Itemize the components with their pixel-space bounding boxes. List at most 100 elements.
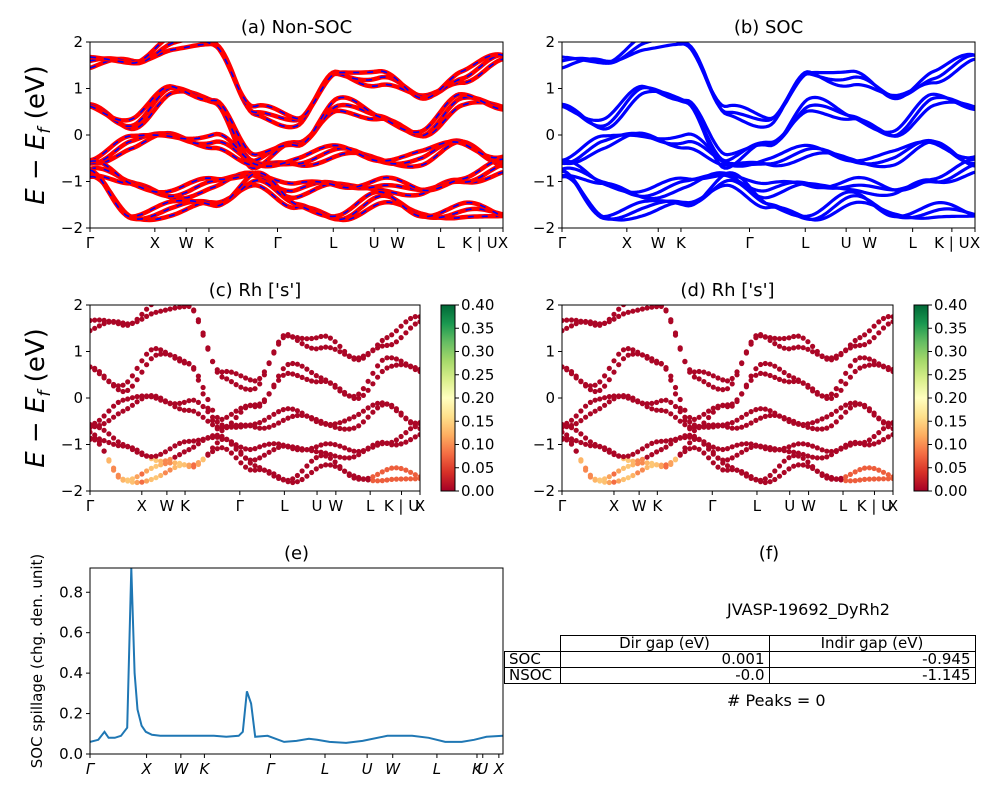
projection-point: [663, 444, 669, 450]
projection-point: [668, 437, 674, 443]
projection-point: [148, 394, 154, 400]
projection-point: [214, 446, 220, 452]
projection-point: [635, 449, 641, 455]
projection-point: [739, 391, 745, 397]
x-tick-label: L: [321, 760, 329, 778]
projection-point: [417, 426, 420, 432]
projection-point: [701, 411, 707, 417]
x-tick-label: L: [839, 497, 848, 515]
projection-point: [776, 366, 783, 372]
projection-point: [677, 409, 683, 415]
projection-point: [583, 467, 589, 473]
projection-point: [843, 347, 849, 353]
projection-point: [724, 421, 731, 427]
projection-point: [838, 475, 844, 481]
projection-point: [219, 445, 225, 451]
projection-point: [191, 444, 197, 450]
projection-point: [172, 401, 178, 407]
projection-point: [342, 391, 348, 397]
projection-point: [781, 458, 787, 464]
projection-point: [583, 435, 589, 441]
projection-point: [309, 335, 315, 342]
projection-point: [587, 443, 594, 449]
projection-point: [158, 397, 164, 403]
projection-point: [412, 422, 418, 429]
projection-point: [158, 462, 164, 468]
projection-point: [885, 434, 891, 440]
projection-point: [649, 406, 655, 412]
projection-point: [606, 316, 612, 322]
projection-point: [696, 368, 702, 375]
band-line: [562, 84, 975, 157]
projection-point: [360, 448, 366, 454]
projection-point: [838, 414, 844, 420]
projection-point: [243, 455, 249, 461]
projection-point: [781, 369, 787, 376]
projection-point: [767, 361, 773, 367]
projection-point: [748, 409, 754, 415]
projection-point: [625, 346, 631, 352]
panel-title-f: (f): [759, 543, 779, 564]
projection-point: [611, 479, 617, 485]
projection-point: [398, 465, 404, 472]
projection-point: [318, 345, 324, 351]
projection-point: [597, 387, 603, 393]
projection-point: [734, 398, 740, 405]
projection-point: [828, 448, 835, 455]
projection-point: [342, 348, 348, 355]
projection-point: [620, 394, 627, 400]
projection-point: [791, 463, 797, 469]
projection-point: [177, 460, 183, 466]
projection-point: [786, 346, 792, 352]
colorbar-tick-label: 0.00: [934, 482, 967, 500]
projection-point: [828, 476, 835, 482]
projection-point: [163, 296, 168, 301]
projection-point: [677, 346, 683, 352]
projection-point: [360, 419, 366, 425]
x-tick-label: Γ: [86, 234, 95, 252]
projection-point: [332, 346, 338, 352]
projection-point: [195, 373, 201, 379]
projection-point: [724, 446, 731, 452]
projection-point: [379, 469, 385, 475]
projection-point: [838, 405, 844, 411]
projection-point: [375, 374, 381, 380]
projection-point: [214, 414, 220, 421]
projection-point: [644, 464, 650, 471]
row-label-soc: SOC: [504, 651, 561, 668]
projection-point: [115, 474, 121, 480]
projection-point: [758, 333, 764, 339]
projection-point: [743, 382, 750, 388]
projection-point: [748, 377, 754, 383]
projection-point: [210, 445, 216, 451]
x-tick-label: L: [908, 234, 917, 252]
projection-point: [389, 404, 395, 410]
projection-point: [186, 407, 192, 413]
projection-point: [370, 381, 376, 387]
projection-point: [824, 356, 830, 362]
projection-point: [327, 421, 333, 428]
projection-point: [710, 373, 716, 379]
projection-point: [101, 427, 107, 433]
projection-point: [214, 440, 220, 446]
projection-point: [323, 377, 329, 383]
projection-point: [805, 421, 811, 427]
projection-point: [772, 341, 778, 347]
projection-point: [720, 377, 726, 383]
projection-point: [866, 437, 873, 443]
projection-point: [243, 446, 249, 452]
projection-point: [578, 439, 584, 446]
projection-point: [337, 349, 343, 355]
projection-point: [92, 317, 98, 323]
colorbar-tick-label: 0.05: [934, 459, 967, 477]
x-tick-label: Γ: [266, 760, 276, 778]
projection-point: [417, 421, 420, 427]
projection-point: [857, 342, 863, 348]
projection-point: [734, 467, 740, 473]
projection-point: [880, 476, 887, 482]
projection-point: [562, 317, 565, 324]
projection-point: [847, 471, 854, 477]
x-tick-label: U: [784, 497, 795, 515]
projection-point: [219, 374, 225, 380]
projection-point: [880, 426, 887, 432]
